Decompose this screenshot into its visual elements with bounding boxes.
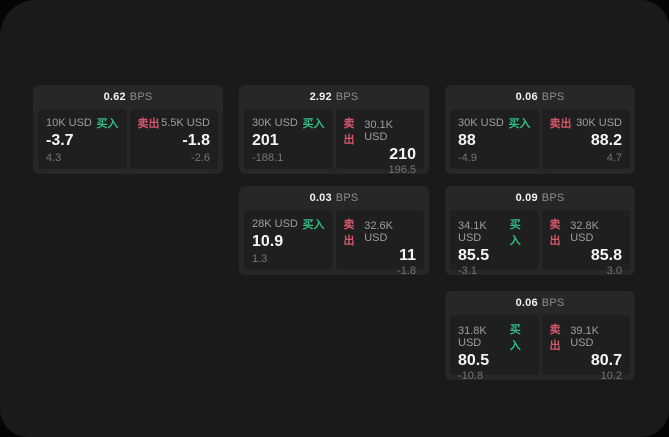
sell-notional: 32.6K USD — [364, 220, 393, 244]
sell-change: 196.5 — [388, 163, 416, 176]
sell-notional: 30.1K USD — [364, 119, 393, 143]
bps-unit-label: BPS — [335, 91, 359, 103]
sell-label: 卖出 — [343, 118, 355, 146]
buy-price: 80.5 — [458, 352, 490, 369]
buy-change: -4.9 — [458, 151, 477, 164]
bps-value: 0.06 — [515, 91, 538, 103]
bps-unit-label: BPS — [335, 192, 359, 204]
bps-header: 0.06 BPS — [450, 85, 630, 109]
sell-notional: 5.5K USD — [161, 117, 210, 129]
buy-notional: 34.1K USD — [458, 220, 487, 244]
buy-label: 买入 — [96, 118, 119, 130]
sell-panel[interactable]: 卖出 30.1K USD 210 196.5 — [335, 109, 424, 176]
sell-change: 4.7 — [606, 151, 622, 164]
sell-price: 85.8 — [590, 247, 622, 264]
buy-notional: 28K USD — [252, 218, 298, 230]
buy-change: -3.1 — [458, 264, 477, 277]
buy-change: 4.3 — [46, 151, 62, 164]
buy-notional: 30K USD — [252, 117, 298, 129]
sell-change: -1.8 — [397, 264, 416, 277]
bps-header: 0.03 BPS — [244, 186, 424, 210]
bps-value: 0.03 — [309, 192, 332, 204]
buy-panel[interactable]: 31.8K USD 买入 80.5 -10.8 — [450, 315, 539, 382]
sell-price: 11 — [399, 247, 416, 264]
bps-unit-label: BPS — [541, 91, 565, 103]
sell-notional: 32.8K USD — [570, 220, 599, 244]
buy-change: 1.3 — [252, 252, 268, 265]
buy-label: 买入 — [508, 118, 531, 130]
sell-panel[interactable]: 卖出 32.8K USD 85.8 3.0 — [541, 210, 630, 277]
buy-panel[interactable]: 30K USD 买入 88 -4.9 — [450, 109, 539, 169]
sell-change: 10.2 — [600, 369, 622, 382]
sell-label: 卖出 — [137, 118, 160, 130]
sell-panel[interactable]: 卖出 30K USD 88.2 4.7 — [541, 109, 630, 169]
buy-notional: 31.8K USD — [458, 325, 487, 349]
bps-unit-label: BPS — [129, 91, 153, 103]
sell-notional: 39.1K USD — [570, 325, 599, 349]
buy-label: 买入 — [509, 324, 521, 352]
sell-price: -1.8 — [182, 132, 210, 150]
sell-panel[interactable]: 卖出 5.5K USD -1.8 -2.6 — [129, 109, 218, 169]
sell-price: 88.2 — [590, 132, 622, 150]
buy-panel[interactable]: 30K USD 买入 201 -188.1 — [244, 109, 333, 169]
buy-price: -3.7 — [46, 132, 74, 150]
bps-header: 0.06 BPS — [450, 291, 630, 315]
bps-unit-label: BPS — [541, 192, 565, 204]
buy-price: 88 — [458, 132, 476, 150]
buy-change: -188.1 — [252, 151, 284, 164]
bps-value: 0.62 — [103, 91, 126, 103]
buy-change: -10.8 — [458, 369, 484, 382]
buy-label: 买入 — [302, 219, 325, 231]
bps-header: 0.09 BPS — [450, 186, 630, 210]
sell-label: 卖出 — [549, 118, 572, 130]
buy-price: 10.9 — [252, 233, 284, 251]
buy-panel[interactable]: 34.1K USD 买入 85.5 -3.1 — [450, 210, 539, 277]
bps-value: 0.06 — [515, 297, 538, 309]
sell-change: 3.0 — [606, 264, 622, 277]
sell-label: 卖出 — [343, 219, 355, 247]
buy-notional: 30K USD — [458, 117, 504, 129]
quote-card: 0.62 BPS 10K USD 买入 -3.7 4.3 卖出 5.5K USD… — [33, 85, 223, 174]
buy-price: 85.5 — [458, 247, 490, 264]
buy-panel[interactable]: 28K USD 买入 10.9 1.3 — [244, 210, 333, 270]
buy-notional: 10K USD — [46, 117, 92, 129]
quote-card: 0.06 BPS 30K USD 买入 88 -4.9 卖出 30K USD 8… — [445, 85, 635, 174]
quote-card: 2.92 BPS 30K USD 买入 201 -188.1 卖出 30.1K … — [239, 85, 429, 176]
bps-value: 2.92 — [309, 91, 332, 103]
sell-notional: 30K USD — [576, 117, 622, 129]
buy-label: 买入 — [509, 219, 521, 247]
bps-value: 0.09 — [515, 192, 538, 204]
bps-header: 2.92 BPS — [244, 85, 424, 109]
sell-price: 210 — [389, 146, 416, 163]
bps-unit-label: BPS — [541, 297, 565, 309]
sell-price: 80.7 — [590, 352, 622, 369]
buy-price: 201 — [252, 132, 279, 150]
sell-panel[interactable]: 卖出 32.6K USD 11 -1.8 — [335, 210, 424, 277]
quote-card: 0.03 BPS 28K USD 买入 10.9 1.3 卖出 32.6K US… — [239, 186, 429, 277]
sell-change: -2.6 — [191, 151, 210, 164]
sell-label: 卖出 — [549, 219, 561, 247]
quote-card: 0.06 BPS 31.8K USD 买入 80.5 -10.8 卖出 39.1… — [445, 291, 635, 382]
buy-panel[interactable]: 10K USD 买入 -3.7 4.3 — [38, 109, 127, 169]
sell-label: 卖出 — [549, 324, 561, 352]
bps-header: 0.62 BPS — [38, 85, 218, 109]
quote-card: 0.09 BPS 34.1K USD 买入 85.5 -3.1 卖出 32.8K… — [445, 186, 635, 277]
buy-label: 买入 — [302, 118, 325, 130]
sell-panel[interactable]: 卖出 39.1K USD 80.7 10.2 — [541, 315, 630, 382]
